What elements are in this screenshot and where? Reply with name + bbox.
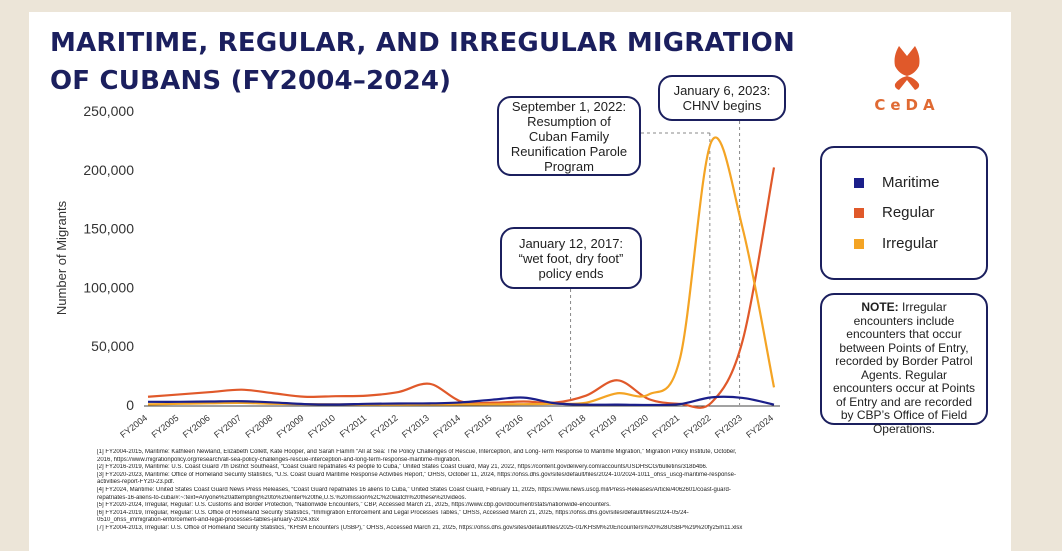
annotation-family-reunification-parole: September 1, 2022: Resumption of Cuban F… [497,96,641,176]
legend-swatch-irregular [854,238,864,249]
x-tick-label: FY2017 [525,413,556,440]
footnote-line: [2] FY2016-2019, Maritime: U.S. Coast Gu… [97,464,708,471]
legend-item-regular: Regular [854,204,935,221]
y-axis-title: Number of Migrants [54,200,69,315]
x-tick-label: FY2015 [463,413,494,440]
y-tick-label: 100,000 [83,279,134,295]
x-tick-label: FY2020 [619,413,650,440]
footnotes: [1] FY2004-2015, Maritime: Kathleen Newl… [97,449,897,533]
footnote-line: [1] FY2004-2015, Maritime: Kathleen Newl… [97,449,737,455]
legend-item-maritime: Maritime [854,174,940,191]
footnote-line: [6] FY2014-2019, Irregular, Regular: U.S… [97,509,689,516]
x-tick-label: FY2023 [713,413,744,440]
footnote-line: [4] FY2024, Maritime: United States Coas… [97,486,731,493]
x-tick-label: FY2007 [212,413,243,440]
footnote-line: [5] FY2020-2024, Irregular, Regular: U.S… [97,502,611,509]
series-line-regular [147,167,776,409]
y-tick-label: 150,000 [83,221,134,237]
legend-label-maritime: Maritime [882,174,940,191]
x-tick-label: FY2012 [369,413,400,440]
footnote-line: repatriates-16-aliens-to-cuba/#:~:text=A… [97,494,467,501]
footnote-line: activities-report-FY20-23.pdf. [97,479,175,486]
y-tick-label: 250,000 [83,103,134,119]
x-tick-label: FY2006 [181,413,212,440]
y-tick-label: 50,000 [91,338,134,354]
chart-legend: Maritime Regular Irregular [820,146,988,280]
note-text: Irregular encounters include encounters … [832,300,976,436]
logo-wordmark: CeDA [874,96,940,114]
x-tick-label: FY2018 [556,413,587,440]
annotation-chnv-begins: January 6, 2023: CHNV begins [658,75,786,121]
x-tick-label: FY2009 [275,413,306,440]
legend-label-regular: Regular [882,204,935,221]
y-tick-label: 0 [126,397,134,413]
footnote-line: [7] FY2004-2013, Irregular: U.S. Office … [97,524,743,531]
note-box: NOTE: Irregular encounters include encou… [820,293,988,435]
legend-swatch-maritime [854,177,864,188]
footnote-line: 2016, https://www.migrationpolicy.org/re… [97,456,461,463]
x-tick-label: FY2024 [744,413,775,440]
x-tick-label: FY2013 [400,413,431,440]
annotation-wet-foot-dry-foot: January 12, 2017: “wet foot, dry foot” p… [500,227,642,289]
footnote-line: 0510_ohss_immigration-enforcement-and-le… [97,517,320,524]
x-tick-label: FY2010 [306,413,337,440]
x-tick-label: FY2022 [682,413,713,440]
y-tick-label: 200,000 [83,162,134,178]
series-line-irregular [147,136,776,406]
legend-label-irregular: Irregular [882,235,938,252]
x-tick-label: FY2011 [338,413,368,440]
footnote-line: [3] FY2020-2023, Maritime: Office of Hom… [97,471,736,478]
x-tick-label: FY2004 [118,413,149,440]
x-tick-label: FY2014 [431,413,462,440]
x-tick-label: FY2016 [494,413,525,440]
x-tick-label: FY2005 [150,413,181,440]
legend-swatch-regular [854,207,864,218]
note-label: NOTE: [861,300,899,314]
ceda-logo-icon [894,46,920,90]
x-tick-label: FY2008 [243,413,274,440]
chart-title: MARITIME, REGULAR, AND IRREGULAR MIGRATI… [50,28,795,96]
x-tick-label: FY2021 [650,413,681,440]
legend-item-irregular: Irregular [854,235,938,252]
x-tick-label: FY2019 [588,413,619,440]
